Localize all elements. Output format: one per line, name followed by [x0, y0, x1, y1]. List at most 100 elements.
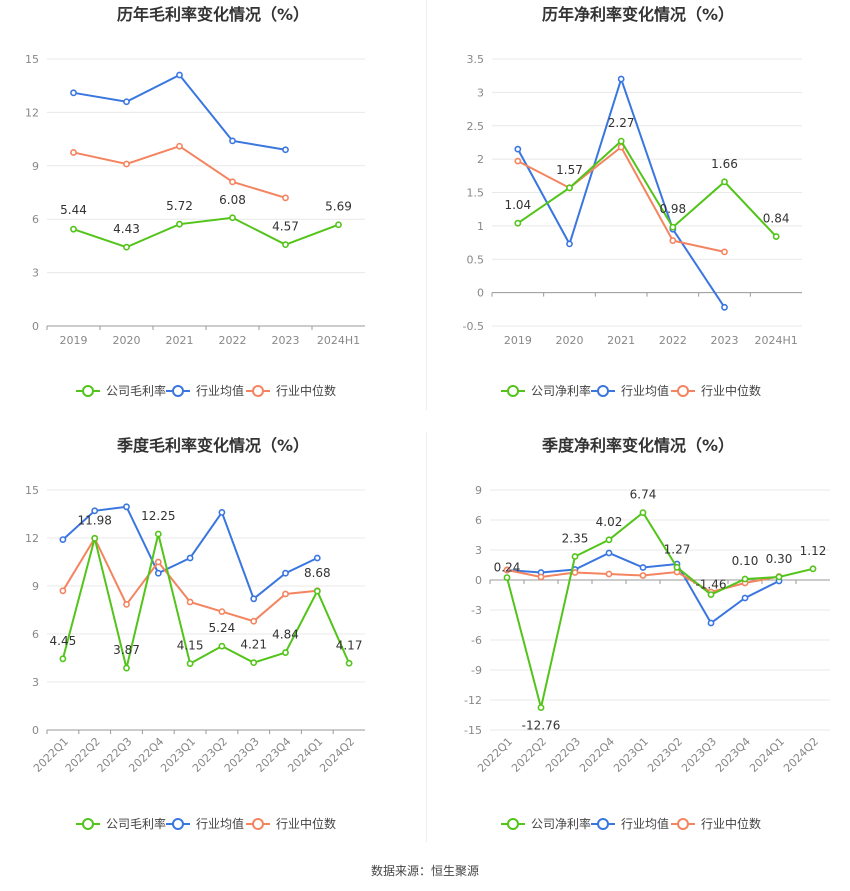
annual-gross-industry_avg-point — [70, 89, 77, 97]
annual-net-industry_avg-line — [516, 75, 726, 308]
annual-gross-x-tick-label: 2021 — [166, 334, 194, 347]
annual-net-company-point — [669, 223, 677, 231]
quarterly-gross-industry_avg-point — [91, 507, 99, 515]
annual-net-y-tick-label: 1.5 — [467, 187, 485, 200]
quarterly-gross-y-tick-label: 12 — [25, 532, 39, 545]
quarterly-net-industry_avg-point — [639, 564, 647, 571]
quarterly-gross-data-label: 4.84 — [272, 628, 299, 642]
annual-gross-legend-label: 行业均值 — [196, 383, 244, 398]
quarterly-gross-company-point — [250, 659, 258, 667]
annual-gross-industry_avg-point — [176, 71, 183, 79]
annual-net-data-label: 2.27 — [608, 116, 635, 130]
annual-net-legend-label: 公司净利率 — [531, 383, 591, 398]
quarterly-gross-company-point — [313, 587, 321, 595]
quarterly-net-y-tick-label: -3 — [471, 604, 482, 617]
annual-net-data-label: 0.84 — [763, 212, 790, 226]
annual-gross-x-tick-label: 2020 — [113, 334, 141, 347]
quarterly-net-industry_median-point — [503, 566, 511, 574]
annual-net-industry_median-point — [514, 157, 522, 165]
quarterly-net-legend-marker — [597, 818, 609, 830]
quarterly-gross-industry_avg-point — [186, 554, 194, 562]
quarterly-net-data-label: 0.10 — [732, 554, 759, 568]
annual-gross-x-tick-label: 2019 — [60, 334, 88, 347]
quarterly-gross-industry_avg-point — [313, 554, 321, 562]
quarterly-gross-industry_median-point — [218, 608, 226, 615]
quarterly-net-y-tick-label: -6 — [471, 634, 482, 647]
annual-gross-legend-marker — [82, 385, 94, 397]
annual-gross-company-point — [70, 225, 77, 233]
quarterly-net-company-point — [741, 575, 749, 583]
quarterly-gross-title: 季度毛利率变化情况（%） — [116, 436, 309, 455]
quarterly-net-data-label: -12.76 — [522, 719, 561, 733]
quarterly-gross-data-label: 4.15 — [177, 639, 204, 653]
quarterly-net-industry_median-point — [639, 572, 647, 579]
quarterly-gross-data-label: 5.24 — [209, 621, 236, 635]
annual-gross-y-tick-label: 15 — [25, 53, 39, 66]
quarterly-net-legend-label: 行业均值 — [621, 816, 669, 831]
annual-gross-data-label: 4.43 — [113, 222, 140, 236]
quarterly-gross-industry_avg-point — [59, 536, 67, 543]
annual-net-industry_avg-point — [617, 75, 625, 83]
quarterly-gross-industry_avg-point — [282, 569, 289, 577]
quarterly-gross-data-label: 4.17 — [336, 638, 363, 652]
quarterly-net-company-line — [506, 511, 814, 708]
annual-gross-data-label: 5.69 — [325, 200, 352, 214]
annual-gross-data-label: 4.57 — [272, 220, 299, 234]
quarterly-net-x-tick-label: 2024Q2 — [781, 735, 821, 775]
quarterly-gross-company-point — [154, 530, 162, 538]
annual-net-industry_median-point — [721, 248, 728, 256]
annual-gross-company-point — [335, 221, 342, 229]
annual-net-company-point — [617, 137, 625, 145]
quarterly-gross-company-point — [218, 642, 226, 650]
annual-gross-company-line — [73, 216, 339, 249]
quarterly-net-x-tick-label: 2023Q1 — [611, 735, 651, 775]
quarterly-gross-y-tick-label: 6 — [32, 628, 39, 641]
annual-gross-industry_median-point — [229, 178, 236, 186]
annual-net-y-tick-label: 3 — [477, 86, 484, 99]
quarterly-net-y-tick-label: -15 — [464, 724, 482, 737]
annual-net-data-label: 1.57 — [556, 163, 583, 177]
annual-net-x-tick-label: 2023 — [711, 334, 739, 347]
quarterly-gross-company-point — [91, 534, 99, 542]
annual-gross-data-label: 6.08 — [219, 193, 246, 207]
quarterly-gross-y-tick-label: 0 — [32, 724, 39, 737]
quarterly-net-legend-marker — [507, 818, 519, 830]
annual-gross-x-tick-label: 2022 — [219, 334, 247, 347]
quarterly-gross-legend-marker — [252, 818, 264, 830]
quarterly-gross-data-label: 3.87 — [113, 643, 140, 657]
quarterly-gross-company-point — [123, 664, 130, 672]
annual-net-data-label: 1.66 — [711, 157, 738, 171]
annual-gross-industry_median-point — [123, 160, 130, 168]
quarterly-gross-industry_median-point — [250, 617, 258, 625]
annual-net-data-label: 0.98 — [659, 202, 686, 216]
annual-net-y-tick-label: 0.5 — [467, 253, 485, 266]
quarterly-net-title: 季度净利率变化情况（%） — [541, 436, 734, 455]
quarterly-net-data-label: -1.46 — [695, 578, 726, 592]
quarterly-gross-company-point — [186, 660, 194, 667]
annual-gross-x-tick-label: 2023 — [272, 334, 300, 347]
annual-gross-y-tick-label: 9 — [32, 160, 39, 173]
quarterly-net-company-point — [809, 565, 817, 573]
quarterly-gross-data-label: 11.98 — [78, 513, 112, 527]
quarterly-gross-legend-label: 公司毛利率 — [106, 816, 166, 831]
quarterly-gross-company-point — [59, 655, 67, 663]
annual-net-legend-marker — [507, 385, 519, 397]
annual-gross-legend-marker — [172, 385, 184, 397]
quarterly-gross-data-label: 4.21 — [240, 638, 267, 652]
quarterly-net-x-tick-label: 2023Q2 — [645, 735, 685, 775]
annual-gross-chart: 历年毛利率变化情况（%） 0 3 6 9 12 15 2019 2020 2021 2022 2023… — [25, 5, 365, 398]
annual-net-y-tick-label: 3.5 — [467, 53, 485, 66]
quarterly-net-company-point — [673, 563, 681, 571]
annual-gross-legend-label: 公司毛利率 — [106, 383, 166, 398]
annual-net-x-tick-label: 2022 — [659, 334, 687, 347]
annual-gross-title: 历年毛利率变化情况（%） — [117, 5, 309, 24]
quarterly-net-industry_median-point — [605, 570, 613, 578]
annual-gross-industry_median-point — [70, 149, 77, 156]
annual-net-data-label: 1.04 — [504, 198, 531, 212]
quarterly-net-legend-label: 行业中位数 — [701, 816, 761, 831]
quarterly-net-industry_median-point — [571, 569, 579, 576]
quarterly-net-x-tick-label: 2022Q3 — [543, 735, 583, 775]
annual-net-y-tick-label: -0.5 — [463, 320, 484, 333]
quarterly-net-x-tick-label: 2022Q2 — [509, 735, 549, 775]
quarterly-gross-industry_median-point — [282, 590, 289, 598]
